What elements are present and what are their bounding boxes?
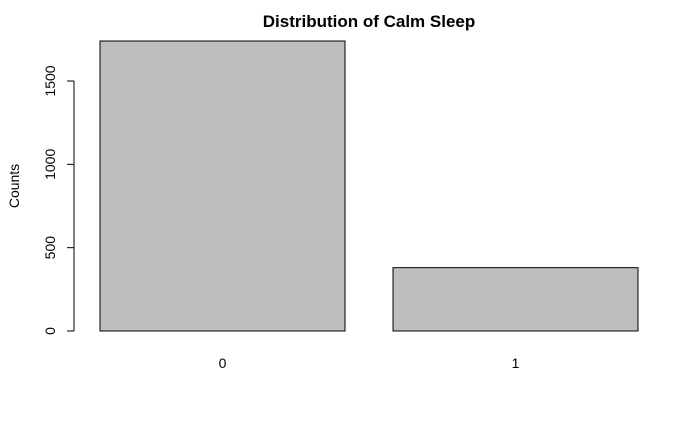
bar-0 — [99, 40, 346, 332]
y-tick-label-1500: 1500 — [42, 65, 58, 96]
y-axis-label: Counts — [6, 164, 22, 208]
bars-group — [99, 40, 639, 332]
chart-title: Distribution of Calm Sleep — [263, 12, 476, 31]
y-tick-label-1000: 1000 — [42, 149, 58, 180]
x-tick-label-1: 1 — [512, 355, 520, 371]
y-tick-label-0: 0 — [42, 327, 58, 335]
x-tick-label-0: 0 — [219, 355, 227, 371]
y-tick-label-500: 500 — [42, 236, 58, 260]
y-axis: 0 500 1000 1500 — [42, 65, 75, 335]
bar-1 — [392, 267, 639, 332]
